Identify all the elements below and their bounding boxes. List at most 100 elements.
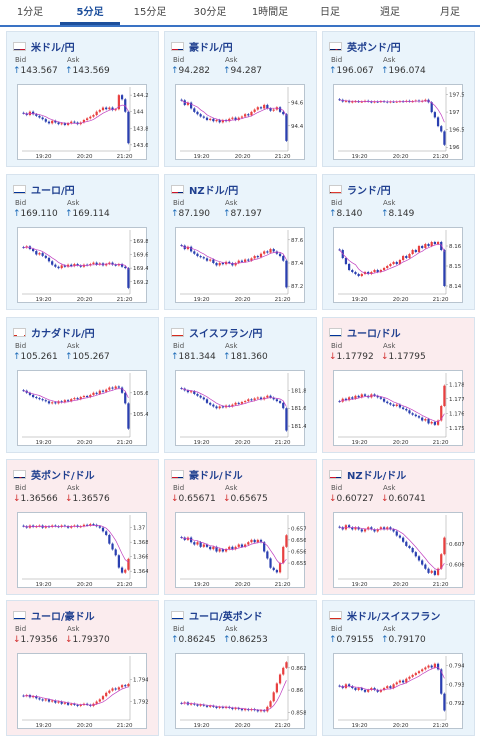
candle-body [253, 398, 256, 401]
pair-card[interactable]: カナダドル/円 Bid Ask ↑105.261 ↑105.267 105.6 105.4 1… [6, 317, 159, 453]
pair-name-link[interactable]: ユーロ/円 [31, 185, 75, 197]
pair-name-link[interactable]: 英ポンド/円 [347, 42, 401, 54]
tab-1[interactable]: 1分足 [16, 7, 44, 18]
candle-body [190, 391, 193, 393]
candle-body [234, 707, 237, 710]
tab-6[interactable]: 日足 [320, 7, 340, 18]
candle-body [63, 400, 66, 403]
tab-2[interactable]: 5分足 [60, 0, 120, 25]
pair-card[interactable]: 英ポンド/ドル Bid Ask ↓1.36566 ↓1.36576 1.37 1.368 1.… [6, 459, 159, 595]
pair-card[interactable]: ランド/円 Bid Ask ↑8.140 ↑8.149 8.16 8.15 8.14 19:20… [322, 174, 475, 310]
ask-value: ↑196.074 [381, 66, 433, 76]
moving-average-line [23, 246, 129, 270]
pair-name-link[interactable]: スイスフラン/円 [189, 328, 263, 340]
moving-average-line [181, 680, 287, 711]
candle-body [282, 667, 285, 675]
pair-card[interactable]: 米ドル/円 Bid Ask ↑143.567 ↑143.569 144.2 144 143.8… [6, 31, 159, 167]
x-tick-label: 21:20 [433, 154, 449, 160]
pair-name-link[interactable]: ユーロ/ドル [347, 328, 401, 340]
pair-name-link[interactable]: ユーロ/豪ドル [31, 611, 95, 623]
pair-name-link[interactable]: NZドル/ドル [347, 470, 407, 482]
pair-card[interactable]: ユーロ/英ポンド Bid Ask ↑0.86245 ↑0.86253 0.862 0.86 0… [164, 600, 317, 736]
pair-name-link[interactable]: NZドル/円 [189, 185, 239, 197]
candle-body [237, 402, 240, 404]
tab-3[interactable]: 15分足 [133, 7, 167, 18]
price-chart[interactable]: 1.37 1.368 1.366 1.364 19:20 20:20 21:20 [17, 512, 148, 588]
pair-card[interactable]: NZドル/ドル Bid Ask ↓0.60727 ↓0.60741 0.607 0.606 1… [322, 459, 475, 595]
candle-body [212, 546, 215, 550]
candle-body [266, 395, 269, 398]
price-chart[interactable]: 144.2 144 143.8 143.6 19:20 20:20 21:20 [17, 84, 148, 160]
price-chart[interactable]: 0.794 0.793 0.792 19:20 20:20 21:20 [333, 653, 464, 729]
candle-body [411, 413, 414, 415]
pair-card[interactable]: 豪ドル/ドルBidAsk↓0.65671↓0.656750.6570.65650… [164, 459, 317, 595]
candle-body [224, 706, 228, 708]
candle-body [282, 546, 285, 564]
candle-body [436, 568, 440, 575]
pair-name-link[interactable]: ランド/円 [347, 185, 391, 197]
price-chart-svg: 197.5 197 196.5 196 19:20 20:20 21:20 [338, 87, 464, 160]
price-chart[interactable]: 169.8 169.6 169.4 169.2 19:20 20:20 21:20 [17, 227, 148, 303]
price-chart[interactable]: 1.794 1.792 19:20 20:20 21:20 [17, 653, 148, 729]
bid-label: Bid [15, 56, 27, 64]
moving-average-line [181, 245, 287, 265]
pair-card[interactable]: 米ドル/スイスフラン Bid Ask ↑0.79155 ↑0.79170 0.794 0.7… [322, 600, 475, 736]
pair-card[interactable]: ユーロ/円 Bid Ask ↑169.110 ↑169.114 169.8 169.6 169… [6, 174, 159, 310]
tab-4[interactable]: 30分足 [193, 7, 227, 18]
pair-name-link[interactable]: カナダドル/円 [31, 328, 95, 340]
pair-card[interactable]: 英ポンド/円 Bid Ask ↑196.067 ↑196.074 197.5 197 196.… [322, 31, 475, 167]
timeframe-tabs: 1分足 5分足 15分足 30分足 1時間足 日足 週足 月足 [0, 0, 480, 27]
pair-card[interactable]: スイスフラン/円 Bid Ask ↑181.344 ↑181.360 181.8 181.6… [164, 317, 317, 453]
candle-body [193, 542, 196, 545]
price-chart[interactable]: 94.6 94.4 19:20 20:20 21:20 [175, 84, 305, 160]
price-chart[interactable]: 0.657 0.6565 0.656 0.6555 19:20 20:20 21:20 [175, 512, 306, 588]
candle-body [436, 242, 440, 244]
price-chart[interactable]: 197.5 197 196.5 196 19:20 20:20 21:20 [333, 84, 464, 160]
pair-card[interactable]: NZドル/円 Bid Ask ↑87.190 ↑87.197 87.6 87.4 87.2 19… [164, 174, 317, 310]
tab-7[interactable]: 週足 [380, 7, 400, 18]
pair-name-link[interactable]: 英ポンド/ドル [31, 470, 95, 482]
candle-body [218, 706, 221, 708]
price-chart-svg: 0.862 0.86 0.858 19:20 20:20 21:20 [180, 656, 306, 729]
pair-card[interactable]: ユーロ/豪ドル Bid Ask ↓1.79356 ↓1.79370 1.794 1.792 1… [6, 600, 159, 736]
tab-8[interactable]: 月足 [440, 7, 460, 18]
x-tick-label: 20:20 [235, 582, 251, 588]
x-tick-label: 21:20 [275, 440, 291, 446]
candle-body [108, 690, 111, 693]
pair-name-link[interactable]: ユーロ/英ポンド [189, 611, 263, 623]
candle-body [266, 251, 269, 253]
candle-body [186, 246, 190, 250]
flag-icon [329, 610, 342, 620]
ask-value: ↓0.65675 [223, 494, 275, 504]
price-chart-svg: 87.6 87.4 87.2 19:20 20:20 21:20 [180, 230, 304, 303]
pair-name-link[interactable]: 米ドル/円 [31, 42, 75, 54]
y-tick-label: 87.4 [291, 261, 304, 267]
price-chart[interactable]: 0.862 0.86 0.858 19:20 20:20 21:20 [175, 653, 306, 729]
price-chart[interactable]: 8.16 8.15 8.14 19:20 20:20 21:20 [333, 227, 463, 303]
price-chart[interactable]: 181.8 181.6 181.4 19:20 20:20 21:20 [175, 370, 306, 446]
pair-card[interactable]: ユーロ/ドル Bid Ask ↓1.17792 ↓1.17795 1.178 1.177 1.… [322, 317, 475, 453]
price-chart[interactable]: 105.6 105.4 19:20 20:20 21:20 [17, 370, 148, 446]
candle-body [89, 394, 92, 398]
candle-body [86, 395, 89, 398]
pair-name-link[interactable]: 豪ドル/ドル [189, 470, 243, 482]
candle-body [348, 100, 351, 103]
price-chart[interactable]: 87.6 87.4 87.2 19:20 20:20 21:20 [175, 227, 305, 303]
price-chart[interactable]: 1.178 1.177 1.176 1.175 19:20 20:20 21:20 [333, 370, 464, 446]
tab-5[interactable]: 1時間足 [251, 7, 289, 18]
pair-card[interactable]: 豪ドル/円 Bid Ask ↑94.282 ↑94.287 94.6 94.4 19:20 20… [164, 31, 317, 167]
arrow-up-icon: ↑ [223, 66, 231, 76]
price-chart[interactable]: 0.607 0.606 19:20 20:20 21:20 [333, 512, 464, 588]
price-chart-svg: 0.607 0.606 19:20 20:20 21:20 [338, 515, 464, 588]
candle-body [360, 274, 363, 276]
pair-name-link[interactable]: 豪ドル/円 [189, 42, 233, 54]
candle-body [124, 392, 127, 404]
candle-body [427, 568, 430, 573]
candle-body [190, 703, 193, 705]
x-tick-label: 20:20 [77, 723, 93, 729]
arrow-up-icon: ↑ [223, 352, 231, 362]
pair-name-link[interactable]: 米ドル/スイスフラン [347, 611, 441, 623]
candle-body [111, 688, 114, 691]
candle-body [234, 546, 237, 550]
candle-body [272, 109, 275, 111]
